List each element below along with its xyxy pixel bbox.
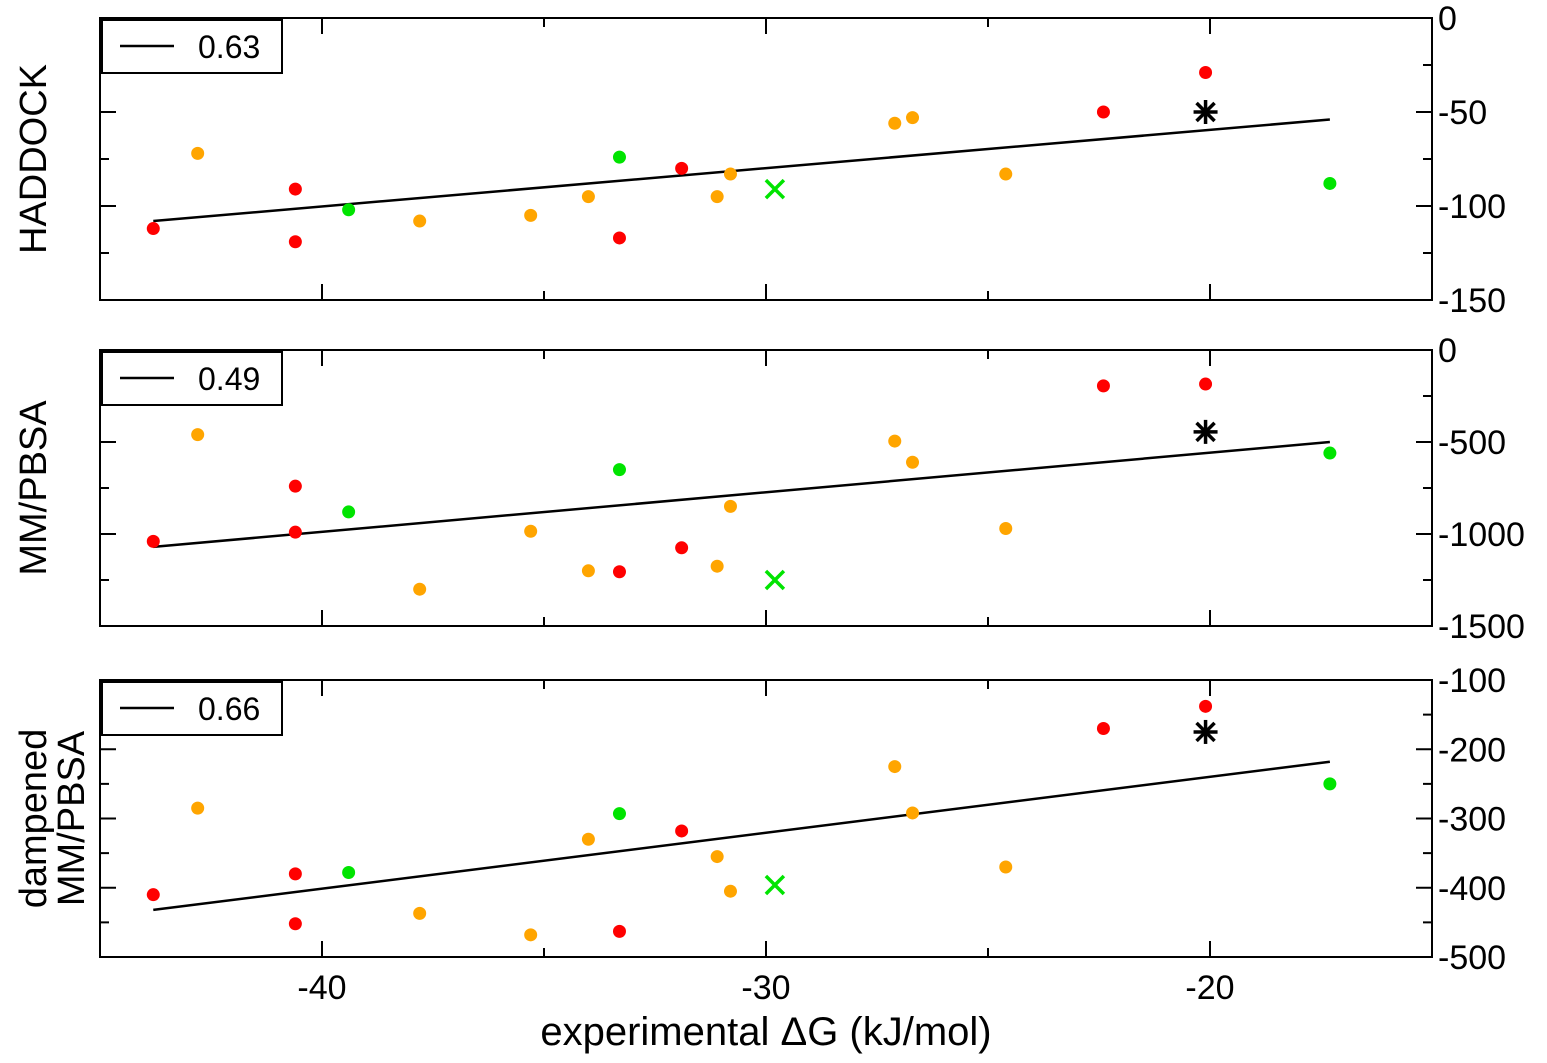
data-point: [675, 541, 689, 555]
data-point: [612, 924, 626, 938]
data-point-cross: [764, 874, 786, 896]
data-point: [906, 111, 920, 125]
cross-stroke: [764, 178, 786, 200]
data-point: [288, 235, 302, 249]
data-point: [288, 525, 302, 539]
y-tick-label: 0: [1438, 332, 1457, 370]
data-point: [999, 167, 1013, 181]
data-point: [1323, 446, 1337, 460]
y-tick-label: -200: [1438, 731, 1506, 769]
data-point: [612, 807, 626, 821]
legend-label: 0.49: [198, 361, 260, 397]
y-tick-label: -500: [1438, 424, 1506, 462]
data-point: [710, 559, 724, 573]
data-point: [675, 161, 689, 175]
y-tick-label: -300: [1438, 801, 1506, 839]
data-point: [1323, 176, 1337, 190]
data-point: [581, 190, 595, 204]
data-point: [675, 824, 689, 838]
y-tick-label: -50: [1438, 94, 1487, 132]
y-tick-label: -100: [1438, 188, 1506, 226]
y-tick-label: -400: [1438, 870, 1506, 908]
data-point: [723, 499, 737, 513]
data-point: [191, 428, 205, 442]
data-point: [524, 524, 538, 538]
data-point: [146, 222, 160, 236]
data-point-star: [1193, 719, 1218, 744]
data-point: [288, 867, 302, 881]
data-point: [524, 928, 538, 942]
data-point: [1199, 699, 1213, 713]
y-tick-label: -1000: [1438, 516, 1525, 554]
data-point: [146, 534, 160, 548]
data-point: [288, 917, 302, 931]
data-point: [906, 455, 920, 469]
data-point: [1096, 721, 1110, 735]
plot-frame: [99, 679, 1433, 958]
y-tick-label: -500: [1438, 939, 1506, 977]
data-point: [413, 582, 427, 596]
y-tick-label: 0: [1438, 0, 1457, 38]
data-point: [342, 866, 356, 880]
data-point: [999, 860, 1013, 874]
panel-1: 0 -50 -100 -150 0.63 HADDOCK: [13, 0, 1506, 320]
data-point: [191, 146, 205, 160]
data-point: [581, 832, 595, 846]
x-tick-label: -20: [1185, 969, 1234, 1007]
data-point: [612, 463, 626, 477]
data-point: [413, 214, 427, 228]
data-point: [888, 434, 902, 448]
data-point: [999, 521, 1013, 535]
data-point-cross: [764, 178, 786, 200]
data-point: [1199, 66, 1213, 80]
data-point: [288, 182, 302, 196]
data-point: [888, 116, 902, 130]
data-point-star: [1193, 100, 1218, 124]
data-point: [723, 884, 737, 898]
data-point: [612, 150, 626, 164]
data-point: [288, 479, 302, 493]
data-point: [1199, 377, 1213, 391]
data-point: [612, 231, 626, 245]
panel-2: 0 -500 -1000 -1500 0.49 MM/PBSA: [13, 332, 1525, 646]
y-tick-label: -150: [1438, 282, 1506, 320]
y-axis-label: dampened: [13, 729, 55, 909]
data-point: [581, 564, 595, 578]
data-point-cross: [764, 569, 786, 591]
data-point: [888, 760, 902, 774]
data-point: [1096, 379, 1110, 393]
cross-stroke: [764, 874, 786, 896]
data-point: [146, 888, 160, 902]
data-point: [1323, 777, 1337, 791]
y-axis-label: MM/PBSA: [51, 730, 93, 906]
legend-label: 0.66: [198, 691, 260, 727]
regression-line: [153, 440, 1330, 549]
y-axis-label: HADDOCK: [13, 64, 55, 254]
data-point: [524, 208, 538, 222]
data-point: [906, 806, 920, 820]
data-point: [612, 565, 626, 579]
data-point: [342, 203, 356, 217]
regression-line: [153, 760, 1331, 912]
x-tick-label: -30: [741, 969, 790, 1007]
y-tick-label: -100: [1438, 662, 1506, 700]
y-tick-label: -1500: [1438, 608, 1525, 646]
data-point: [1096, 105, 1110, 119]
x-tick-label: -40: [297, 969, 346, 1007]
data-point: [723, 167, 737, 181]
data-point: [342, 505, 356, 519]
data-point: [413, 906, 427, 920]
y-axis-label: MM/PBSA: [13, 400, 55, 576]
regression-line: [153, 118, 1330, 223]
data-point: [191, 801, 205, 815]
legend-label: 0.63: [198, 29, 260, 65]
plot-frame: [99, 17, 1433, 301]
data-point: [710, 850, 724, 864]
cross-stroke: [764, 569, 786, 591]
data-point: [710, 190, 724, 204]
data-point-star: [1193, 419, 1218, 444]
x-axis-label: experimental ΔG (kJ/mol): [540, 1010, 991, 1054]
